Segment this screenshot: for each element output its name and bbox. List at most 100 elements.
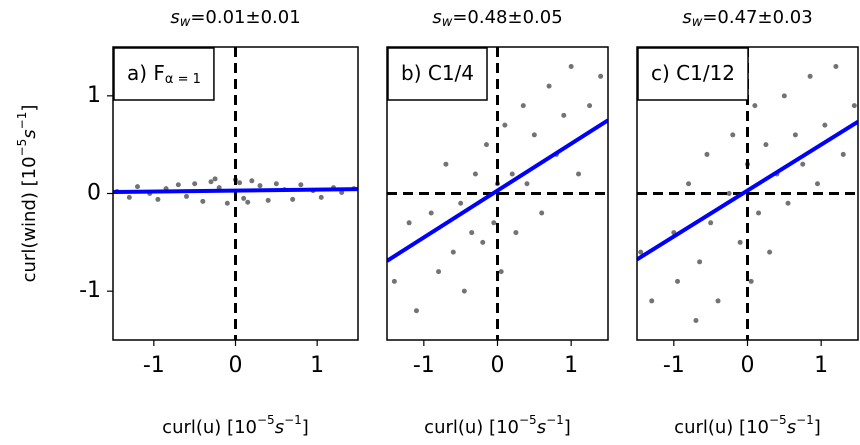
plot-area bbox=[113, 47, 358, 340]
x-tick-label: -1 bbox=[143, 353, 165, 378]
panel-title-part: =0.48±0.05 bbox=[452, 7, 562, 28]
x-axis-label-part: −1 bbox=[796, 413, 814, 427]
point bbox=[406, 220, 412, 226]
point bbox=[756, 210, 762, 216]
panel-label-box bbox=[113, 47, 215, 101]
point bbox=[318, 194, 324, 200]
point bbox=[745, 161, 750, 167]
point bbox=[767, 249, 773, 255]
point bbox=[513, 230, 519, 236]
point bbox=[450, 249, 456, 255]
point bbox=[675, 278, 681, 284]
point bbox=[257, 183, 263, 189]
point bbox=[598, 73, 604, 79]
point bbox=[697, 259, 703, 265]
point bbox=[561, 112, 567, 118]
x-axis-label-part: curl(u) [10 bbox=[424, 417, 519, 438]
panel-title-part: w bbox=[442, 15, 453, 30]
y-axis-label-part: ] bbox=[19, 105, 40, 112]
point bbox=[443, 161, 449, 167]
x-tick-label: 0 bbox=[229, 353, 243, 378]
point bbox=[800, 161, 806, 167]
point bbox=[491, 220, 497, 226]
x-tick-label: 0 bbox=[741, 353, 755, 378]
x-axis-label-part: −5 bbox=[257, 413, 275, 427]
point bbox=[483, 142, 489, 148]
panel-title-part: =0.47±0.03 bbox=[702, 7, 812, 28]
point bbox=[495, 181, 500, 187]
point bbox=[822, 122, 828, 128]
point bbox=[249, 178, 255, 184]
x-axis-label: curl(u) [10−5s−1] bbox=[162, 413, 309, 439]
x-axis-label-part: −5 bbox=[769, 413, 787, 427]
y-tick-label: 1 bbox=[87, 83, 101, 108]
point bbox=[126, 194, 132, 200]
point bbox=[568, 64, 574, 70]
point bbox=[212, 176, 218, 182]
x-axis-label-part: s bbox=[787, 417, 796, 438]
x-axis-label-part: −5 bbox=[519, 413, 537, 427]
point bbox=[237, 180, 243, 186]
point bbox=[807, 73, 813, 79]
point bbox=[686, 181, 692, 187]
point bbox=[531, 132, 537, 138]
panel-label-part: b) C1/4 bbox=[401, 61, 474, 85]
panel-label-part: c) C1/12 bbox=[651, 61, 735, 85]
panel-title-part: s bbox=[170, 7, 179, 28]
point bbox=[704, 151, 710, 157]
point bbox=[265, 197, 271, 203]
point bbox=[763, 142, 769, 148]
point bbox=[524, 181, 530, 187]
point bbox=[576, 171, 582, 177]
x-axis-label: curl(u) [10−5s−1] bbox=[424, 413, 571, 439]
point bbox=[290, 196, 296, 202]
panel-title-part: w bbox=[180, 15, 191, 30]
point bbox=[730, 132, 736, 138]
panel-title: sw=0.47±0.03 bbox=[682, 7, 812, 30]
panel-label-part: α = 1 bbox=[165, 72, 201, 87]
panel-title-part: s bbox=[682, 7, 691, 28]
point bbox=[461, 288, 467, 294]
point bbox=[546, 83, 552, 89]
point bbox=[715, 298, 721, 304]
panel-title-part: w bbox=[692, 15, 703, 30]
y-axis-label-part: −1 bbox=[15, 112, 29, 130]
x-tick-label: 0 bbox=[491, 353, 505, 378]
panel-label: a) Fα = 1 bbox=[127, 61, 201, 87]
x-tick-label: 1 bbox=[310, 353, 324, 378]
x-tick-label: -1 bbox=[413, 353, 435, 378]
x-axis-label-part: −1 bbox=[546, 413, 564, 427]
x-axis-label-part: ] bbox=[302, 417, 309, 438]
point bbox=[737, 239, 743, 245]
panel-title: sw=0.48±0.05 bbox=[432, 7, 562, 30]
point bbox=[233, 177, 238, 183]
panel-title-part: s bbox=[432, 7, 441, 28]
y-tick-label: 0 bbox=[87, 181, 101, 206]
point bbox=[200, 198, 206, 204]
x-axis-label-part: curl(u) [10 bbox=[674, 417, 769, 438]
point bbox=[175, 182, 181, 188]
x-axis-label-part: −1 bbox=[284, 413, 302, 427]
x-tick-label: 1 bbox=[814, 353, 828, 378]
point bbox=[539, 210, 545, 216]
point bbox=[781, 93, 787, 99]
x-axis-label-part: ] bbox=[564, 417, 571, 438]
panel-title-part: =0.01±0.01 bbox=[190, 7, 300, 28]
point bbox=[224, 200, 230, 206]
point bbox=[155, 196, 161, 202]
point bbox=[273, 181, 279, 187]
panel-label: b) C1/4 bbox=[401, 61, 474, 85]
point bbox=[241, 195, 247, 201]
point bbox=[587, 103, 593, 109]
point bbox=[708, 220, 714, 226]
point bbox=[502, 122, 508, 128]
y-tick-label: -1 bbox=[79, 278, 101, 303]
y-axis-label: curl(wind) [10−5s−1] bbox=[15, 105, 41, 283]
point bbox=[792, 132, 798, 138]
point bbox=[693, 317, 699, 323]
x-axis-label: curl(u) [10−5s−1] bbox=[674, 413, 821, 439]
point bbox=[520, 103, 526, 109]
